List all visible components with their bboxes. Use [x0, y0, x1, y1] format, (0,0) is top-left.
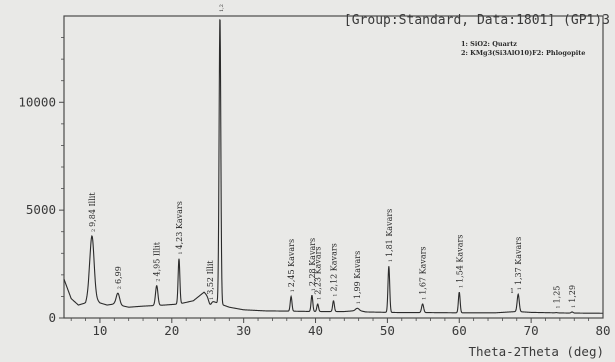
peak-phase-marker: 1	[458, 285, 464, 288]
y-tick-label: 10000	[18, 94, 56, 109]
x-tick-label: 10	[92, 323, 107, 338]
peak-label: 1,81 Kavars	[385, 209, 394, 257]
peak-annotation: 2 9,84 Illit	[88, 192, 97, 232]
peak-annotation: 1 2,28 Kavars	[308, 238, 317, 292]
peak-annotation: 26,99	[114, 266, 123, 289]
peak-annotation: 12,23 Kavars	[314, 246, 323, 300]
peak-phase-marker: 1	[209, 297, 215, 300]
peak-phase-marker: 2	[117, 286, 123, 289]
peak-label: 2,23 Kavars	[314, 246, 323, 294]
x-axis-label: Theta-2Theta (deg)	[469, 344, 604, 359]
peak-annotation: 1 3,52 Illit	[206, 260, 215, 300]
peak-label: 1,99 Kavars	[353, 251, 362, 299]
peak-phase-marker: 1	[317, 297, 323, 300]
x-tick-label: 60	[452, 323, 467, 338]
peak-phase-marker: 1,2	[219, 4, 225, 12]
x-tick-label: 70	[524, 323, 539, 338]
peak-label: 4,23 Kavars	[175, 201, 184, 249]
series	[63, 19, 603, 314]
peak-annotation: 1 1,81 Kavars	[385, 209, 394, 263]
legend-entry-quartz: 1: SiO2: Quartz	[461, 40, 517, 48]
peak-label: 2,28 Kavars	[308, 238, 317, 286]
peak-label: 3,52 Illit	[206, 260, 215, 295]
y-tick-label: 5000	[26, 202, 56, 217]
peak-label: 1,29	[568, 285, 577, 303]
peak-annotation: 1 1,99 Kavars	[353, 251, 362, 305]
peak-phase-marker: 1	[178, 251, 184, 254]
x-tick-label: 30	[236, 323, 251, 338]
peak-annotation: 11,29	[568, 285, 577, 308]
x-tick-label: 80	[595, 323, 610, 338]
peak-label: 9,84 Illit	[88, 192, 97, 227]
peak-annotation: 2 4,95 Illit	[153, 241, 162, 281]
peak-annotation: 1,23,33 Kavars	[216, 0, 225, 12]
peak-label: 2,12 Kavars	[330, 243, 339, 291]
peak-annotation: 1 1,37 Kavars	[514, 237, 523, 291]
peak-phase-marker: 1	[356, 301, 362, 304]
peak-annotation: 1 1,67 Kavars	[419, 246, 428, 300]
x-tick-label: 50	[380, 323, 395, 338]
peak-annotation: 1 2,45 Kavars	[287, 239, 296, 293]
peak-annotation: 1 1,54 Kavars	[455, 235, 464, 289]
peak-phase-marker: 1	[388, 259, 394, 262]
x-tick-label: 40	[308, 323, 323, 338]
peak-phase-marker: 1	[555, 305, 561, 308]
peak-annotation: 11,25	[552, 286, 561, 309]
peak-phase-marker: 2	[91, 229, 97, 232]
peak-phase-marker: 1	[510, 288, 514, 295]
peak-phase-marker: 1	[517, 287, 523, 290]
x-axis: 10 20 30 40 50 60 70 80	[70, 318, 611, 338]
x-tick-label: 20	[164, 323, 179, 338]
y-tick-label: 0	[48, 310, 56, 325]
peak-label: 1,37 Kavars	[514, 237, 523, 285]
peak-phase-marker: 2	[156, 278, 162, 281]
peak-annotation: 1 2,12 Kavars	[330, 243, 339, 297]
peak-label: 4,95 Illit	[153, 241, 162, 276]
legend-entry-phlogopite: 2: KMg3(Si3AlO10)F2: Phlogopite	[461, 49, 585, 57]
chart-header: [Group:Standard, Data:1801] (GP1)3	[344, 13, 610, 28]
peak-label: 1,67 Kavars	[419, 246, 428, 294]
peak-label: 6,99	[114, 266, 123, 284]
peak-annotation: 1 4,23 Kavars	[175, 201, 184, 255]
xrd-pattern-line	[63, 19, 603, 314]
peak-phase-marker: 1	[422, 297, 428, 300]
peak-phase-marker: 1	[311, 288, 317, 291]
peak-phase-marker: 1	[571, 305, 577, 308]
peak-phase-marker: 1	[333, 294, 339, 297]
peak-label: 1,54 Kavars	[455, 235, 464, 283]
peak-phase-marker: 1	[290, 289, 296, 292]
peak-label: 2,45 Kavars	[287, 239, 296, 287]
peak-label: 1,25	[552, 286, 561, 304]
y-axis: 0 5000 10000	[18, 37, 64, 325]
